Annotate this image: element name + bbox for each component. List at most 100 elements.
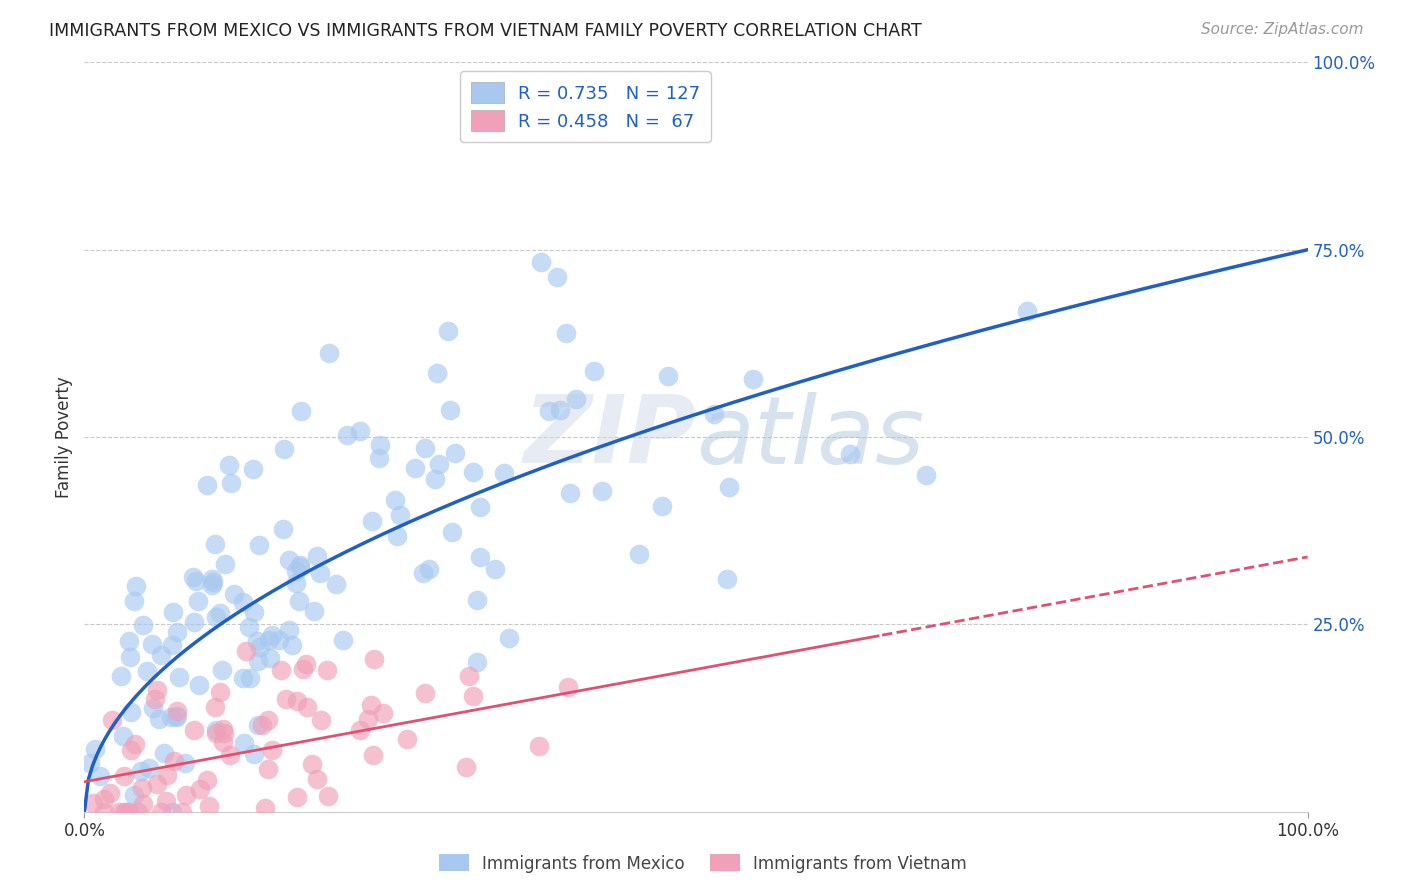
Point [717,480,740,494]
Point [249,640,271,654]
Point [201,578,224,592]
Point [325,577,347,591]
Point [385,529,408,543]
Point [361,514,384,528]
Point [703,407,725,421]
Point [112,769,135,783]
Point [142,701,165,715]
Point [651,499,673,513]
Point [110,669,132,683]
Point [425,472,447,486]
Point [308,566,330,580]
Point [465,593,488,607]
Point [167,670,190,684]
Point [212,735,235,749]
Point [492,466,515,480]
Point [117,634,139,648]
Point [565,392,588,407]
Point [360,698,382,713]
Point [461,465,484,479]
Point [93,805,115,819]
Point [120,705,142,719]
Point [115,805,138,819]
Point [332,632,354,647]
Point [188,782,211,797]
Point [270,663,292,677]
Point [716,572,738,586]
Point [290,403,312,417]
Point [160,805,183,819]
Point [156,768,179,782]
Point [427,457,450,471]
Point [484,562,506,576]
Point [205,610,228,624]
Point [257,714,280,728]
Point [257,632,280,647]
Point [404,461,426,475]
Point [554,326,576,340]
Point [111,730,134,744]
Point [316,789,339,803]
Point [146,683,169,698]
Point [246,634,269,648]
Point [136,664,159,678]
Point [235,643,257,657]
Point [295,700,318,714]
Point [187,593,209,607]
Point [214,557,236,571]
Text: atlas: atlas [696,392,924,483]
Point [129,764,152,778]
Point [384,493,406,508]
Point [98,786,121,800]
Point [222,587,245,601]
Point [278,623,301,637]
Point [124,737,146,751]
Point [252,717,274,731]
Point [205,723,228,737]
Point [367,450,389,465]
Point [155,793,177,807]
Point [183,615,205,630]
Point [454,760,477,774]
Point [396,732,419,747]
Point [498,631,520,645]
Point [187,678,209,692]
Point [201,572,224,586]
Point [141,637,163,651]
Point [253,800,276,814]
Point [204,537,226,551]
Point [527,739,550,753]
Point [267,633,290,648]
Point [284,575,307,590]
Point [149,805,172,819]
Point [218,747,240,762]
Point [211,664,233,678]
Point [247,654,270,668]
Point [439,403,461,417]
Point [132,618,155,632]
Point [838,448,860,462]
Point [271,522,294,536]
Point [368,438,391,452]
Point [247,538,270,552]
Point [160,710,183,724]
Point [277,553,299,567]
Point [165,709,187,723]
Point [288,594,311,608]
Point [101,714,124,728]
Point [148,713,170,727]
Point [89,769,111,783]
Point [315,663,337,677]
Point [285,694,308,708]
Point [208,606,231,620]
Y-axis label: Family Poverty: Family Poverty [55,376,73,498]
Point [357,712,380,726]
Point [1015,304,1038,318]
Point [166,624,188,639]
Point [183,723,205,737]
Point [108,805,131,819]
Point [239,671,262,685]
Point [657,369,679,384]
Text: Source: ZipAtlas.com: Source: ZipAtlas.com [1201,22,1364,37]
Point [290,560,312,574]
